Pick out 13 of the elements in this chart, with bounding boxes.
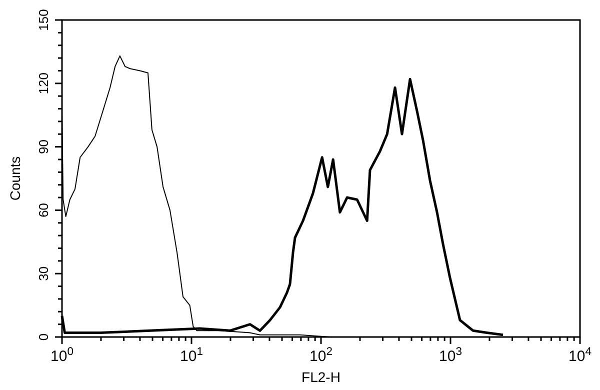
x-tick-label: 10$^{4}$ — [568, 346, 592, 365]
x-tick-label: 10$^{0}$ — [50, 346, 74, 365]
x-tick-label: 10$^{3}$ — [439, 346, 462, 365]
y-tick-label: 30 — [36, 266, 51, 281]
y-tick-label: 150 — [36, 9, 51, 31]
x-tick-label: 10$^{1}$ — [180, 346, 203, 365]
x-tick-label: 10$^{2}$ — [310, 346, 332, 365]
y-axis-title: Counts — [7, 156, 23, 201]
y-tick-label: 90 — [36, 140, 51, 154]
y-tick-label: 120 — [36, 72, 51, 94]
x-axis-title: FL2-H — [302, 369, 340, 385]
y-tick-label: 0 — [36, 333, 51, 341]
y-tick-label: 60 — [36, 202, 51, 218]
